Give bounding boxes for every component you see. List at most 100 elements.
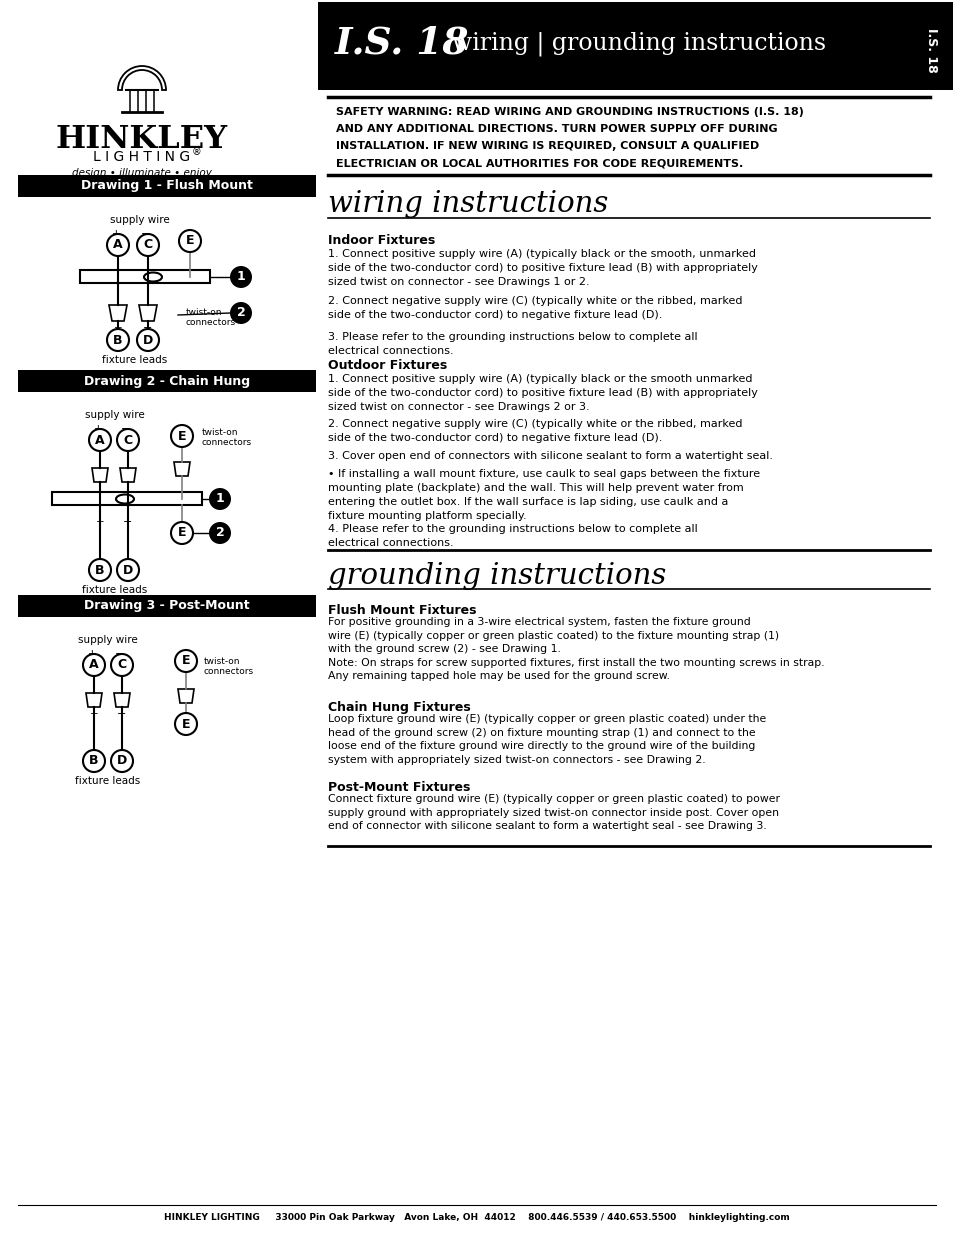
Text: ®: ® <box>192 147 202 157</box>
Circle shape <box>171 522 193 543</box>
Text: Flush Mount Fixtures: Flush Mount Fixtures <box>328 604 476 618</box>
Text: twist-on
connectors: twist-on connectors <box>204 657 253 677</box>
Polygon shape <box>86 693 102 706</box>
Circle shape <box>209 488 231 510</box>
Circle shape <box>83 655 105 676</box>
Text: D: D <box>143 333 153 347</box>
Circle shape <box>230 266 252 288</box>
Text: Post-Mount Fixtures: Post-Mount Fixtures <box>328 781 470 794</box>
Bar <box>909 2 953 90</box>
Text: HINKLEY: HINKLEY <box>56 124 228 156</box>
Text: −: − <box>143 324 152 333</box>
Circle shape <box>174 650 196 672</box>
Text: supply wire: supply wire <box>110 215 170 225</box>
Circle shape <box>117 429 139 451</box>
Polygon shape <box>113 693 130 706</box>
Text: 2. Connect negative supply wire (C) (typically white or the ribbed, marked
side : 2. Connect negative supply wire (C) (typ… <box>328 296 741 320</box>
Text: supply wire: supply wire <box>85 410 145 420</box>
Text: HINKLEY LIGHTING     33000 Pin Oak Parkway   Avon Lake, OH  44012    800.446.553: HINKLEY LIGHTING 33000 Pin Oak Parkway A… <box>164 1213 789 1221</box>
Text: For positive grounding in a 3-wire electrical system, fasten the fixture ground
: For positive grounding in a 3-wire elect… <box>328 618 823 682</box>
Circle shape <box>174 713 196 735</box>
Text: I.S. 18: I.S. 18 <box>335 25 469 62</box>
Text: ELECTRICIAN OR LOCAL AUTHORITIES FOR CODE REQUIREMENTS.: ELECTRICIAN OR LOCAL AUTHORITIES FOR COD… <box>335 158 742 168</box>
Circle shape <box>89 559 111 580</box>
Circle shape <box>117 559 139 580</box>
Text: A: A <box>89 658 99 672</box>
Polygon shape <box>173 462 190 475</box>
Text: 3. Please refer to the grounding instructions below to complete all
electrical c: 3. Please refer to the grounding instruc… <box>328 332 697 356</box>
Text: 2: 2 <box>215 526 224 540</box>
Text: Chain Hung Fixtures: Chain Hung Fixtures <box>328 701 470 714</box>
Circle shape <box>179 230 201 252</box>
Text: D: D <box>117 755 127 767</box>
Text: Drawing 2 - Chain Hung: Drawing 2 - Chain Hung <box>84 374 250 388</box>
Text: A: A <box>95 433 105 447</box>
Text: −: − <box>121 424 131 433</box>
Bar <box>18 175 315 198</box>
Text: Loop fixture ground wire (E) (typically copper or green plastic coated) under th: Loop fixture ground wire (E) (typically … <box>328 714 765 764</box>
Circle shape <box>107 329 129 351</box>
Text: −: − <box>123 517 132 527</box>
Text: −: − <box>117 709 127 719</box>
Text: SAFETY WARNING: READ WIRING AND GROUNDING INSTRUCTIONS (I.S. 18): SAFETY WARNING: READ WIRING AND GROUNDIN… <box>335 107 803 117</box>
Polygon shape <box>120 468 136 482</box>
Text: 2: 2 <box>236 306 245 320</box>
Text: E: E <box>182 655 190 667</box>
Text: wiring | grounding instructions: wiring | grounding instructions <box>452 32 825 57</box>
Text: +: + <box>90 709 98 719</box>
Circle shape <box>137 233 159 256</box>
Text: fixture leads: fixture leads <box>102 354 168 366</box>
Text: wiring instructions: wiring instructions <box>328 190 608 219</box>
Text: 4. Please refer to the grounding instructions below to complete all
electrical c: 4. Please refer to the grounding instruc… <box>328 524 697 548</box>
Text: fixture leads: fixture leads <box>82 585 148 595</box>
Text: I.S. 18: I.S. 18 <box>924 27 938 73</box>
Circle shape <box>137 329 159 351</box>
Bar <box>52 492 202 505</box>
Bar <box>317 2 909 90</box>
Text: D: D <box>123 563 133 577</box>
Text: Outdoor Fixtures: Outdoor Fixtures <box>328 359 447 372</box>
Ellipse shape <box>144 273 162 282</box>
Text: −: − <box>141 228 151 240</box>
Text: supply wire: supply wire <box>78 635 138 645</box>
Bar <box>18 370 315 391</box>
Circle shape <box>83 750 105 772</box>
Text: 1. Connect positive supply wire (A) (typically black or the smooth, unmarked
sid: 1. Connect positive supply wire (A) (typ… <box>328 249 757 287</box>
Circle shape <box>111 655 132 676</box>
Text: E: E <box>186 235 194 247</box>
Circle shape <box>171 425 193 447</box>
Text: Drawing 3 - Post-Mount: Drawing 3 - Post-Mount <box>84 599 250 613</box>
Bar <box>18 595 315 618</box>
Circle shape <box>107 233 129 256</box>
Text: E: E <box>182 718 190 730</box>
Circle shape <box>230 303 252 324</box>
Text: design • illuminate • enjoy: design • illuminate • enjoy <box>72 168 212 178</box>
Text: C: C <box>143 238 152 252</box>
Text: +: + <box>93 424 102 433</box>
Text: 1: 1 <box>215 493 224 505</box>
Bar <box>80 270 210 283</box>
Text: E: E <box>177 526 186 540</box>
Text: B: B <box>113 333 123 347</box>
Circle shape <box>111 750 132 772</box>
Ellipse shape <box>116 494 133 504</box>
Text: INSTALLATION. IF NEW WIRING IS REQUIRED, CONSULT A QUALIFIED: INSTALLATION. IF NEW WIRING IS REQUIRED,… <box>335 141 759 151</box>
Text: +: + <box>88 650 96 659</box>
Text: +: + <box>95 517 104 527</box>
Text: 3. Cover open end of connectors with silicone sealant to form a watertight seal.: 3. Cover open end of connectors with sil… <box>328 451 772 461</box>
Text: Drawing 1 - Flush Mount: Drawing 1 - Flush Mount <box>81 179 253 193</box>
Text: C: C <box>117 658 127 672</box>
Text: A: A <box>113 238 123 252</box>
Text: AND ANY ADDITIONAL DIRECTIONS. TURN POWER SUPPLY OFF DURING: AND ANY ADDITIONAL DIRECTIONS. TURN POWE… <box>335 124 777 135</box>
Text: B: B <box>90 755 99 767</box>
Text: +: + <box>112 228 120 240</box>
Text: E: E <box>177 430 186 442</box>
Text: Indoor Fixtures: Indoor Fixtures <box>328 233 435 247</box>
Circle shape <box>89 429 111 451</box>
Text: grounding instructions: grounding instructions <box>328 562 666 590</box>
Text: 2. Connect negative supply wire (C) (typically white or the ribbed, marked
side : 2. Connect negative supply wire (C) (typ… <box>328 419 741 443</box>
Text: −: − <box>115 650 125 659</box>
Polygon shape <box>109 305 127 321</box>
Circle shape <box>209 522 231 543</box>
Text: fixture leads: fixture leads <box>75 776 140 785</box>
